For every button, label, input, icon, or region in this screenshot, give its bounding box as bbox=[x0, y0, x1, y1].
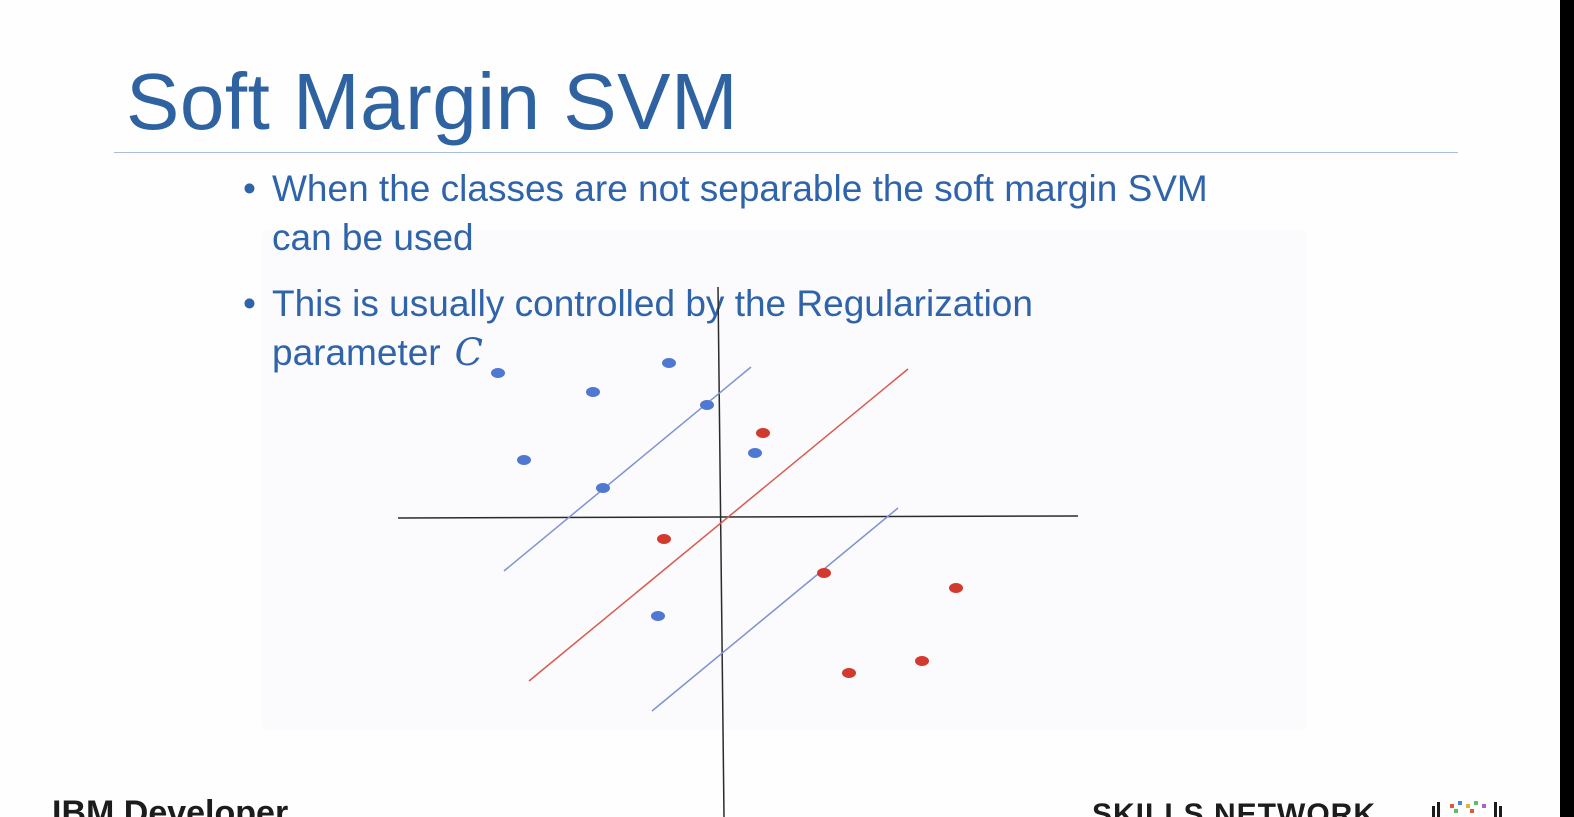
bullet-list: • When the classes are not separable the… bbox=[238, 164, 1248, 394]
decision-boundary-line bbox=[528, 368, 909, 682]
skills-network-mark-icon bbox=[1432, 801, 1502, 817]
blue-data-point bbox=[700, 400, 714, 410]
blue-data-point bbox=[748, 448, 762, 458]
skills-network-logo: SKILLS NETWORK bbox=[1092, 798, 1376, 817]
ibm-developer-logo: IBM Developer bbox=[52, 794, 289, 817]
upper-margin-line bbox=[503, 366, 752, 572]
screen-edge-bar bbox=[1560, 0, 1574, 817]
background-watermark bbox=[262, 230, 1307, 730]
bullet-item: • When the classes are not separable the… bbox=[238, 164, 1248, 262]
title-underline bbox=[114, 152, 1458, 153]
blue-data-point bbox=[517, 455, 531, 465]
blue-data-point bbox=[491, 368, 505, 378]
slide-title: Soft Margin SVM bbox=[126, 57, 739, 146]
blue-class-points bbox=[491, 358, 762, 621]
blue-data-point bbox=[586, 387, 600, 397]
red-class-points bbox=[657, 428, 963, 678]
bullet-marker: • bbox=[243, 283, 256, 324]
red-data-point bbox=[949, 583, 963, 593]
bullet-marker: • bbox=[243, 168, 256, 209]
red-data-point bbox=[915, 656, 929, 666]
y-axis bbox=[717, 286, 725, 817]
blue-data-point bbox=[651, 611, 665, 621]
bullet-text: When the classes are not separable the s… bbox=[272, 168, 1208, 258]
x-axis bbox=[397, 515, 1079, 519]
red-data-point bbox=[817, 568, 831, 578]
regularization-parameter-symbol: C bbox=[454, 331, 483, 374]
bullet-item: • This is usually controlled by the Regu… bbox=[238, 279, 1248, 377]
bullet-text: This is usually controlled by the Regula… bbox=[272, 283, 1033, 373]
red-data-point bbox=[756, 428, 770, 438]
blue-data-point bbox=[596, 483, 610, 493]
red-data-point bbox=[657, 534, 671, 544]
blue-data-point bbox=[662, 358, 676, 368]
lower-margin-line bbox=[651, 507, 899, 712]
red-data-point bbox=[842, 668, 856, 678]
